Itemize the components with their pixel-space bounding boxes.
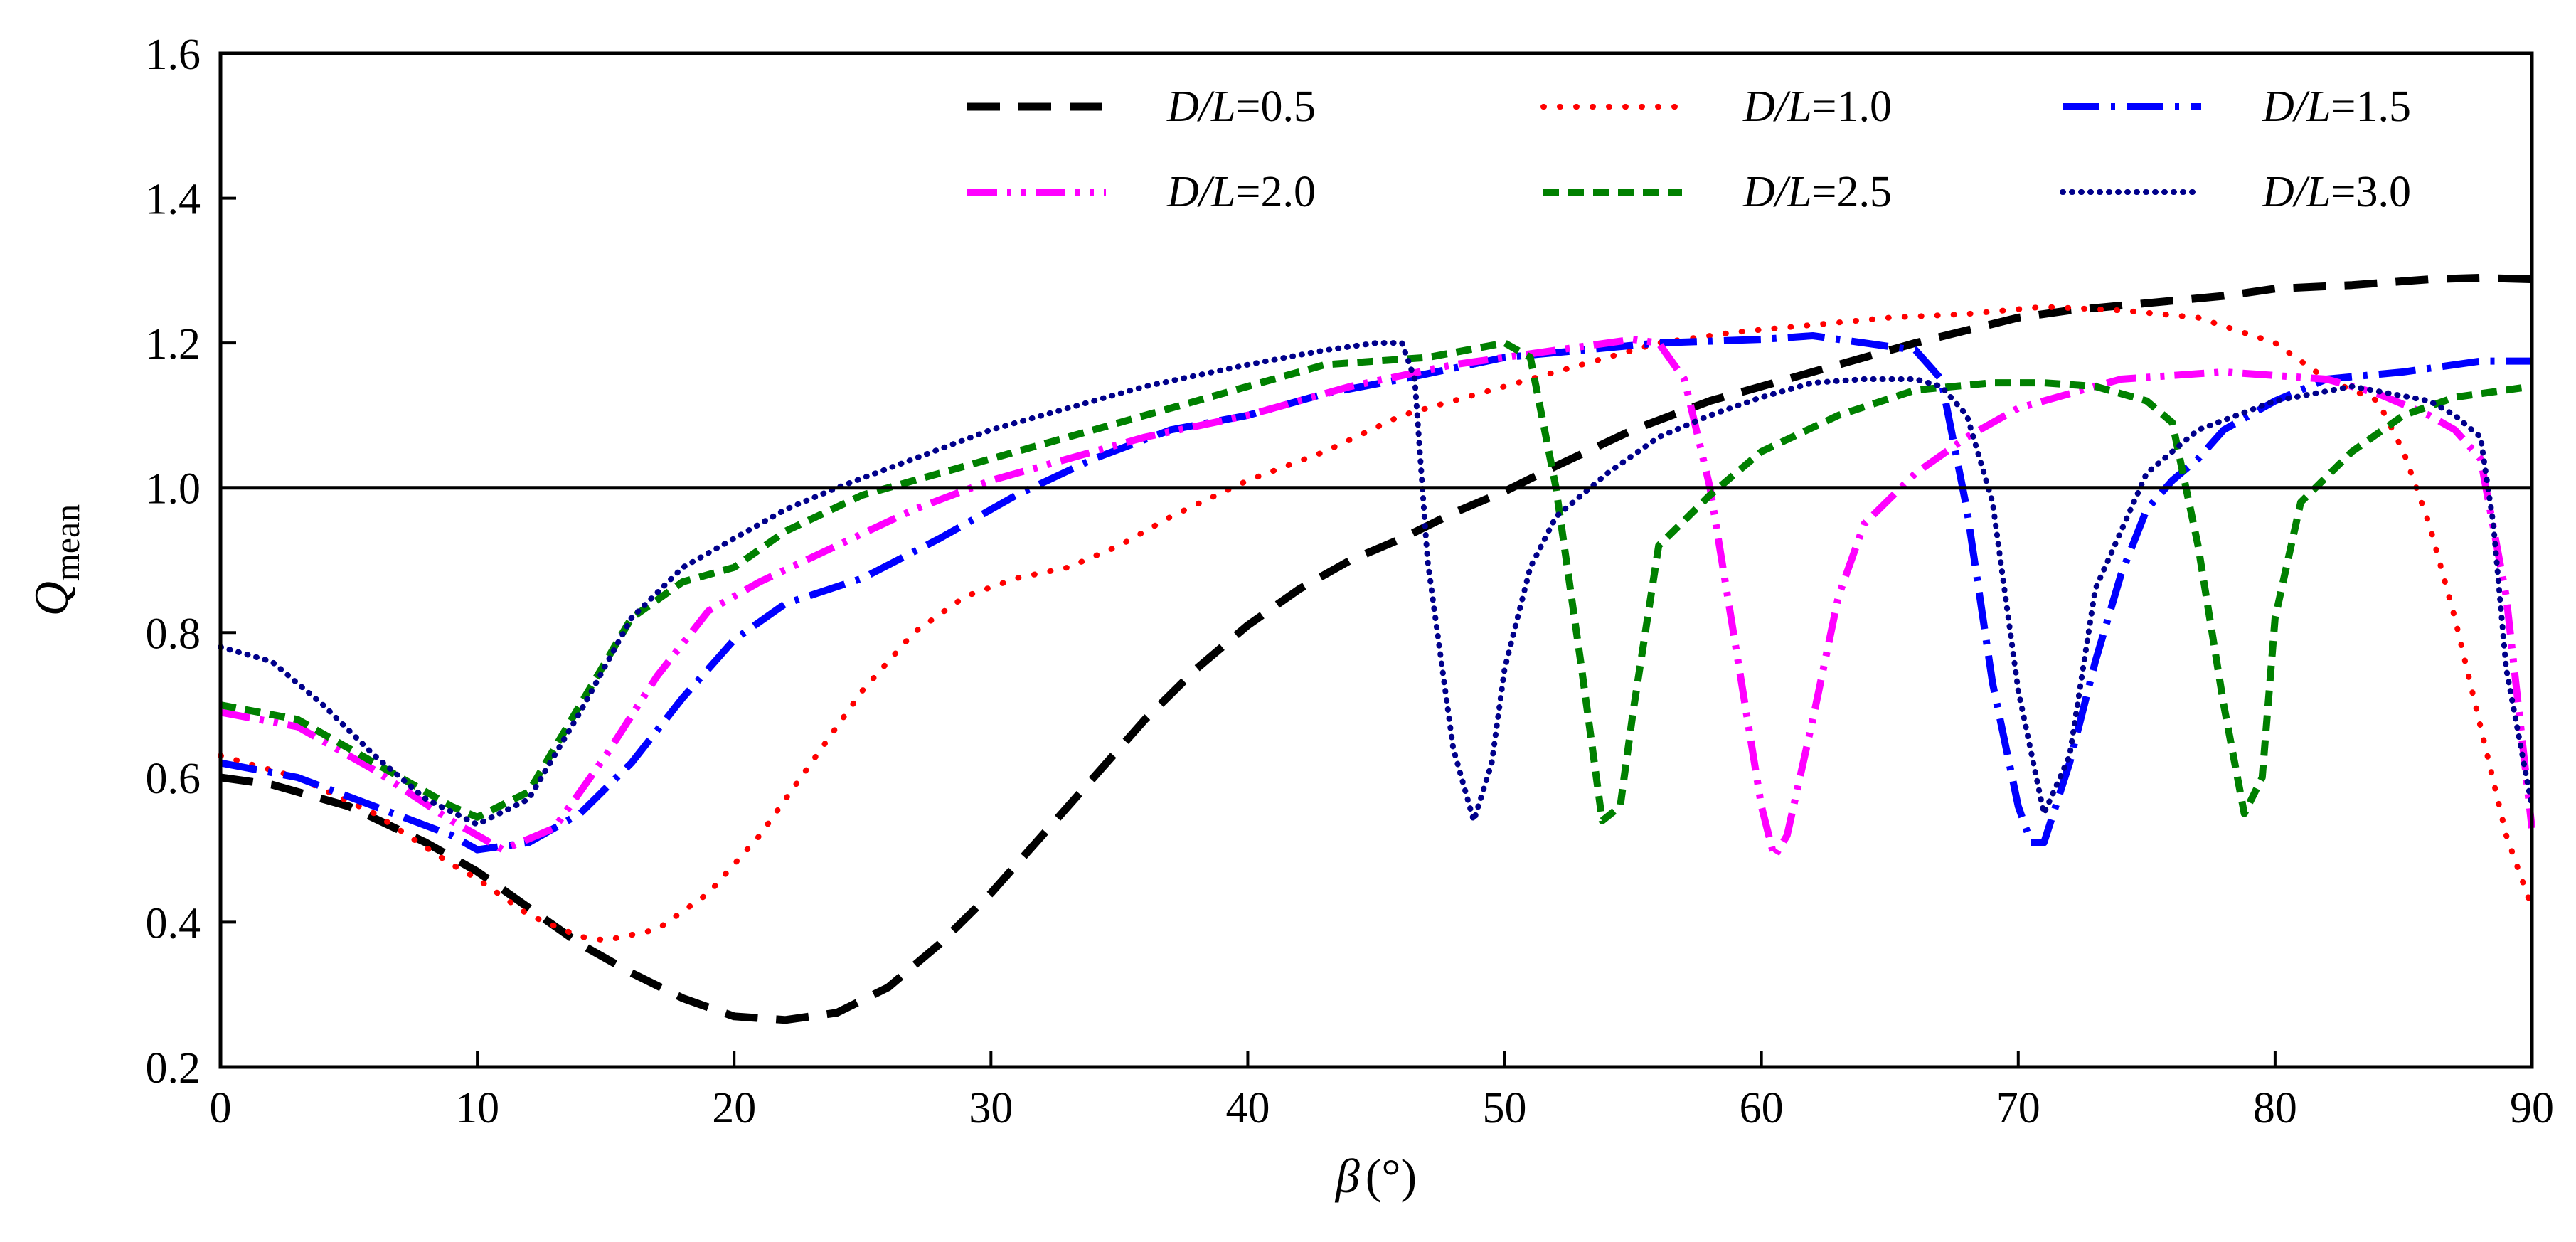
x-axis-symbol: β [1334, 1149, 1360, 1203]
series-layer [218, 274, 2535, 1024]
y-tick-label: 0.8 [146, 610, 201, 658]
series-line-5 [220, 339, 2533, 824]
series-line-2 [218, 304, 2535, 943]
y-tick-label: 1.6 [146, 31, 201, 79]
series-line-1 [220, 274, 2533, 1024]
legend-value: =1.5 [2331, 83, 2411, 131]
y-tick-label: 1.4 [146, 176, 201, 224]
legend-value: =1.0 [1812, 83, 1892, 131]
legend-var: D/L [1742, 83, 1811, 131]
legend-entry-4: D/L=2.0 [1166, 168, 1316, 216]
legend-entry-5: D/L=2.5 [1742, 168, 1892, 216]
legend-entry-6: D/L=3.0 [2262, 168, 2411, 216]
legend-var: D/L [1166, 168, 1235, 216]
legend-entry-2: D/L=1.0 [1742, 83, 1892, 131]
x-tick-label: 20 [712, 1084, 756, 1132]
legend-value: =0.5 [1236, 83, 1316, 131]
axis-ticks [219, 52, 2533, 1068]
y-axis-title: Qmean [24, 504, 87, 616]
legend-value: =2.5 [1812, 168, 1892, 216]
series-line-3 [220, 332, 2532, 854]
legend-value: =3.0 [2331, 168, 2411, 216]
y-tick-label: 0.6 [146, 755, 201, 803]
legend-entry-1: D/L=0.5 [1166, 83, 1316, 131]
y-tick-labels: 0.2 0.4 0.6 0.8 1.0 1.2 1.4 1.6 [146, 31, 201, 1093]
y-tick-label: 0.4 [146, 899, 201, 948]
legend-var: D/L [2262, 83, 2331, 131]
x-tick-label: 50 [1483, 1084, 1527, 1132]
series-line-4 [220, 336, 2535, 861]
series-line-6 [218, 340, 2535, 827]
legend-value: =2.0 [1236, 168, 1316, 216]
x-axis-title: β (°) [1334, 1149, 1417, 1203]
x-tick-label: 80 [2253, 1084, 2297, 1132]
y-tick-label: 0.2 [146, 1044, 201, 1093]
x-tick-label: 90 [2510, 1084, 2554, 1132]
y-axis-subscript: mean [47, 504, 87, 581]
x-tick-labels: 0 10 20 30 40 50 60 70 80 90 [210, 1084, 2555, 1132]
x-tick-label: 70 [1996, 1084, 2040, 1132]
x-tick-label: 60 [1740, 1084, 1784, 1132]
x-tick-label: 0 [210, 1084, 232, 1132]
legend-var: D/L [1166, 83, 1235, 131]
x-axis-unit: (°) [1366, 1149, 1417, 1203]
x-tick-label: 10 [455, 1084, 499, 1132]
x-tick-label: 30 [969, 1084, 1013, 1132]
y-tick-label: 1.0 [146, 465, 201, 514]
y-axis-symbol: Q [24, 581, 78, 616]
legend-var: D/L [2262, 168, 2331, 216]
legend-var: D/L [1742, 168, 1811, 216]
y-tick-label: 1.2 [146, 320, 201, 368]
legend-entry-3: D/L=1.5 [2262, 83, 2411, 131]
plot-area-frame [218, 51, 2534, 1069]
x-tick-label: 40 [1225, 1084, 1270, 1132]
legend: D/L=0.5 D/L=1.0 D/L=1.5D/L=2.0 D/L=2.5 D/L=3… [967, 83, 2411, 216]
